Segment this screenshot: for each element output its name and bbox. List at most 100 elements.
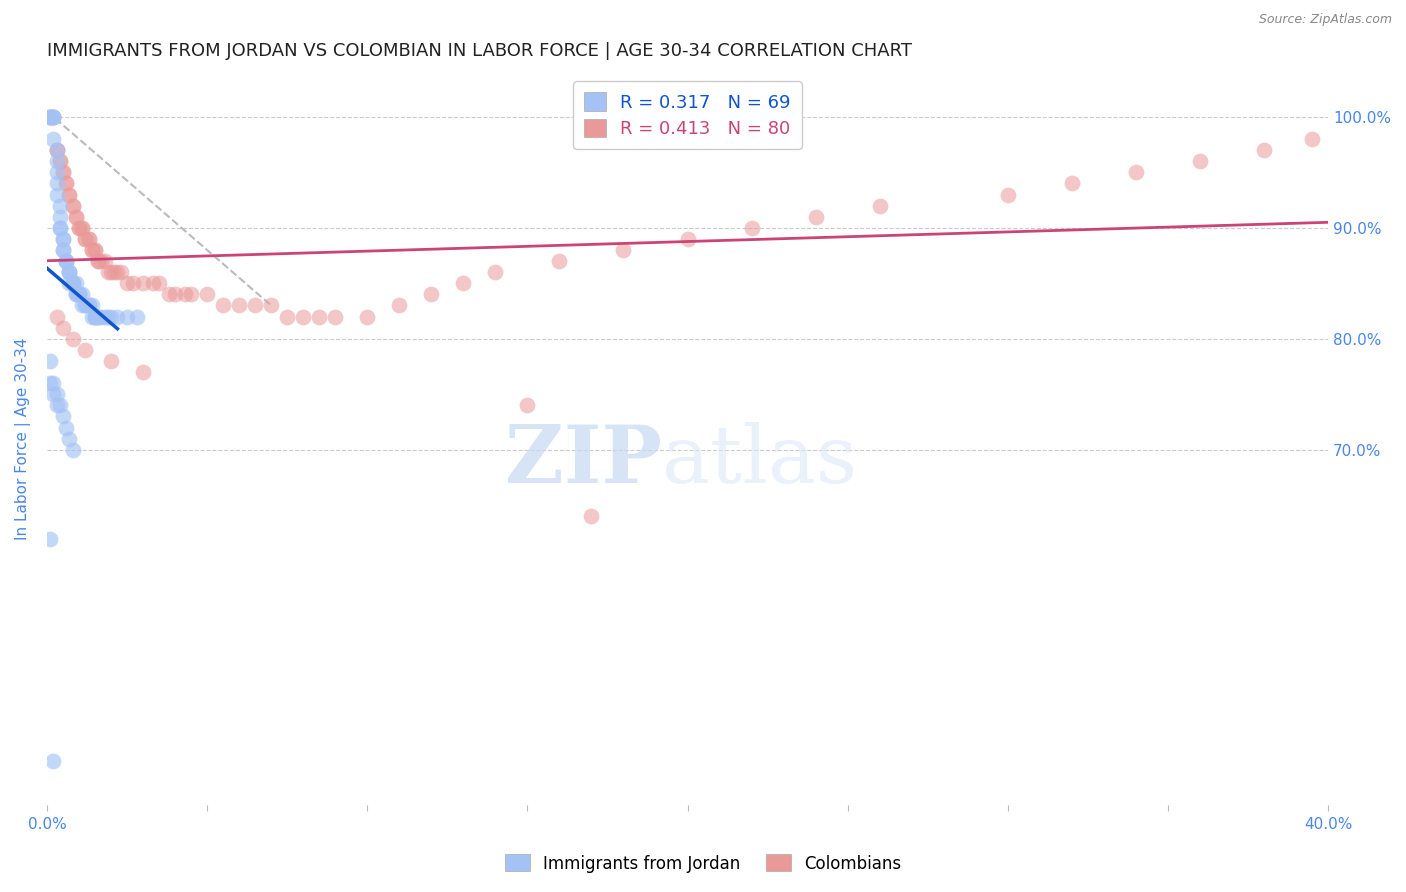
Point [148, 277, 170, 291]
Point [75, 343, 97, 357]
Point [49, 198, 72, 212]
Point [39, 354, 62, 368]
Point [100, 310, 122, 324]
Point [62, 277, 84, 291]
Point [58, 432, 80, 446]
Point [42, 132, 65, 146]
Point [93, 254, 115, 268]
Point [107, 310, 129, 324]
Point [62, 332, 84, 346]
Point [42, 754, 65, 768]
Point [80, 310, 103, 324]
Point [292, 310, 315, 324]
Point [157, 287, 180, 301]
Point [55, 177, 77, 191]
Point [45, 143, 67, 157]
Point [52, 243, 75, 257]
Point [1125, 165, 1147, 179]
Point [308, 310, 330, 324]
Point [90, 254, 112, 268]
Point [39, 110, 62, 124]
Point [84, 243, 107, 257]
Point [42, 376, 65, 391]
Point [52, 243, 75, 257]
Point [45, 143, 67, 157]
Point [42, 387, 65, 401]
Point [115, 277, 138, 291]
Point [75, 298, 97, 312]
Point [58, 187, 80, 202]
Point [42, 110, 65, 124]
Point [276, 310, 298, 324]
Point [260, 298, 283, 312]
Point [84, 310, 107, 324]
Point [67, 220, 90, 235]
Point [45, 165, 67, 179]
Point [70, 287, 93, 301]
Point [62, 198, 84, 212]
Point [52, 232, 75, 246]
Point [77, 232, 100, 246]
Point [70, 220, 93, 235]
Point [65, 210, 87, 224]
Point [612, 243, 634, 257]
Point [125, 310, 148, 324]
Point [80, 243, 103, 257]
Point [195, 287, 218, 301]
Point [65, 287, 87, 301]
Point [115, 310, 138, 324]
Point [62, 442, 84, 457]
Point [869, 198, 891, 212]
Point [581, 509, 603, 524]
Point [52, 165, 75, 179]
Point [52, 165, 75, 179]
Point [212, 298, 235, 312]
Point [55, 254, 77, 268]
Point [80, 298, 103, 312]
Point [39, 376, 62, 391]
Point [388, 298, 411, 312]
Point [97, 265, 120, 279]
Point [107, 265, 129, 279]
Point [243, 298, 266, 312]
Point [87, 310, 110, 324]
Point [49, 154, 72, 169]
Point [484, 265, 506, 279]
Point [93, 310, 115, 324]
Point [1060, 177, 1083, 191]
Point [87, 254, 110, 268]
Point [45, 187, 67, 202]
Point [132, 365, 155, 379]
Point [87, 310, 110, 324]
Point [49, 220, 72, 235]
Point [42, 110, 65, 124]
Point [1253, 143, 1275, 157]
Point [84, 310, 107, 324]
Point [75, 232, 97, 246]
Point [49, 154, 72, 169]
Point [77, 298, 100, 312]
Point [55, 254, 77, 268]
Point [39, 110, 62, 124]
Point [100, 354, 122, 368]
Point [70, 298, 93, 312]
Point [87, 254, 110, 268]
Point [132, 277, 155, 291]
Point [70, 220, 93, 235]
Point [42, 110, 65, 124]
Point [110, 265, 132, 279]
Point [65, 277, 87, 291]
Point [84, 310, 107, 324]
Point [75, 232, 97, 246]
Point [58, 187, 80, 202]
Point [55, 177, 77, 191]
Point [84, 243, 107, 257]
Point [39, 110, 62, 124]
Point [45, 310, 67, 324]
Point [77, 298, 100, 312]
Point [62, 277, 84, 291]
Point [65, 210, 87, 224]
Point [55, 420, 77, 434]
Point [75, 298, 97, 312]
Point [1301, 132, 1323, 146]
